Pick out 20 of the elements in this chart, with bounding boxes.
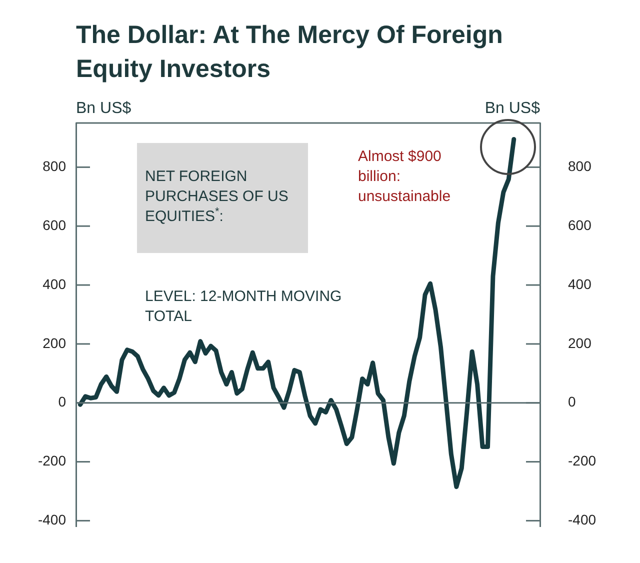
annotation: NET FOREIGN PURCHASES OF US EQUITIES$^{*}$: [145, 167, 290, 227]
y-tick-label: 600 [42, 216, 66, 233]
y2-axis-title: Bn US$ [484, 100, 540, 117]
y-tick-label: 400 [42, 276, 66, 292]
annotation: Almost $900 billion: unsustainable [358, 147, 452, 207]
y2-tick-label: 0 [568, 394, 576, 410]
annotation: LEVEL: 12-MONTH MOVING TOTAL [145, 287, 343, 327]
y2-tick-label: 200 [568, 334, 592, 351]
y2-tick-label: -200 [568, 452, 596, 469]
y-tick-label: 200 [42, 334, 66, 351]
y2-tick-label: -400 [568, 512, 596, 528]
y2-tick-label: 800 [568, 158, 592, 174]
y2-tick-label: 600 [568, 216, 592, 233]
y2-tick-label: 400 [568, 276, 592, 292]
y-tick-label: 0 [58, 394, 66, 410]
y-tick-label: -200 [38, 452, 66, 469]
y-tick-label: 800 [42, 158, 66, 174]
y-tick-label: -400 [38, 512, 66, 528]
chart-title: The Dollar: At The Mercy Of Foreign Equity Investors [76, 20, 504, 85]
y-axis-title: Bn US$ [76, 100, 132, 117]
